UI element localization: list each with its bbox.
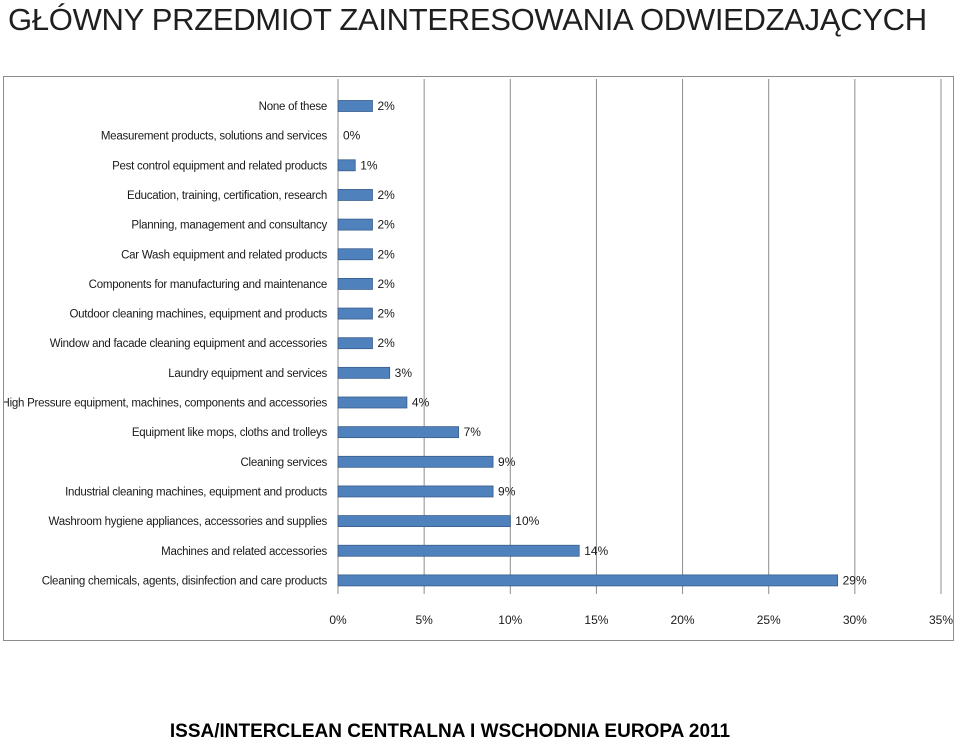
footer-caption: ISSA/INTERCLEAN CENTRALNA I WSCHODNIA EU…	[169, 721, 731, 742]
category-label: Machines and related accessories	[161, 546, 327, 558]
data-label: 2%	[377, 99, 395, 113]
bar	[337, 515, 511, 528]
x-tick-label: 20%	[671, 613, 695, 627]
category-label: Cleaning chemicals, agents, disinfection…	[42, 575, 328, 587]
data-label: 7%	[464, 425, 482, 439]
category-label: Measurement products, solutions and serv…	[101, 131, 328, 143]
bar	[337, 248, 373, 261]
x-tick-label: 0%	[329, 613, 347, 627]
bar	[337, 426, 459, 439]
bar	[337, 366, 391, 379]
x-tick-label: 30%	[843, 613, 867, 627]
data-label: 10%	[515, 514, 539, 528]
bar	[337, 100, 373, 112]
bar	[337, 307, 373, 320]
category-label: Window and facade cleaning equipment and…	[50, 338, 328, 350]
x-tick-label: 10%	[498, 613, 522, 627]
page-title: GŁÓWNY PRZEDMIOT ZAINTERESOWANIA ODWIEDZ…	[8, 2, 927, 37]
bar	[337, 189, 373, 201]
category-label: Planning, management and consultancy	[131, 220, 327, 232]
bar	[337, 218, 373, 231]
data-label: 2%	[377, 218, 395, 232]
data-label: 2%	[377, 336, 395, 350]
category-label: Cleaning services	[240, 457, 327, 469]
data-label: 2%	[377, 188, 395, 202]
x-tick-label: 5%	[415, 613, 433, 627]
category-label: Car Wash equipment and related products	[121, 249, 327, 261]
data-label: 29%	[843, 573, 867, 587]
x-tick-label: 25%	[757, 613, 781, 627]
bar	[337, 159, 356, 172]
data-label: 4%	[412, 396, 430, 410]
category-label: Laundry equipment and services	[168, 368, 327, 380]
data-label: 3%	[395, 366, 413, 380]
data-label: 14%	[584, 544, 608, 558]
category-label: Industrial cleaning machines, equipment …	[65, 486, 327, 498]
bar	[337, 277, 373, 290]
x-tick-label: 15%	[584, 613, 608, 627]
data-label: 9%	[498, 484, 516, 498]
bar	[337, 544, 580, 557]
bar	[337, 396, 408, 409]
category-label: Washroom hygiene appliances, accessories…	[49, 516, 328, 528]
category-label: Education, training, certification, rese…	[127, 190, 327, 202]
data-label: 2%	[377, 277, 395, 291]
data-label: 1%	[360, 158, 378, 172]
x-tick-label: 35%	[929, 613, 953, 627]
data-label: 0%	[343, 129, 361, 143]
category-label: Outdoor cleaning machines, equipment and…	[69, 309, 327, 321]
bar	[337, 574, 839, 587]
bar	[337, 485, 494, 498]
bar-chart: None of these 2% Measurement products, sol…	[4, 79, 953, 627]
data-label: 2%	[377, 247, 395, 261]
data-label: 9%	[498, 455, 516, 469]
category-label: Equipment like mops, cloths and trolleys	[132, 427, 328, 439]
category-label: Pest control equipment and related produ…	[112, 160, 327, 172]
bar	[337, 455, 494, 468]
category-label: Components for manufacturing and mainten…	[89, 279, 327, 291]
category-label: None of these	[259, 101, 327, 113]
data-label: 2%	[377, 307, 395, 321]
chart-frame: None of these 2% Measurement products, sol…	[3, 76, 954, 641]
category-label: High Pressure equipment, machines, compo…	[4, 398, 327, 410]
bar	[337, 337, 373, 350]
